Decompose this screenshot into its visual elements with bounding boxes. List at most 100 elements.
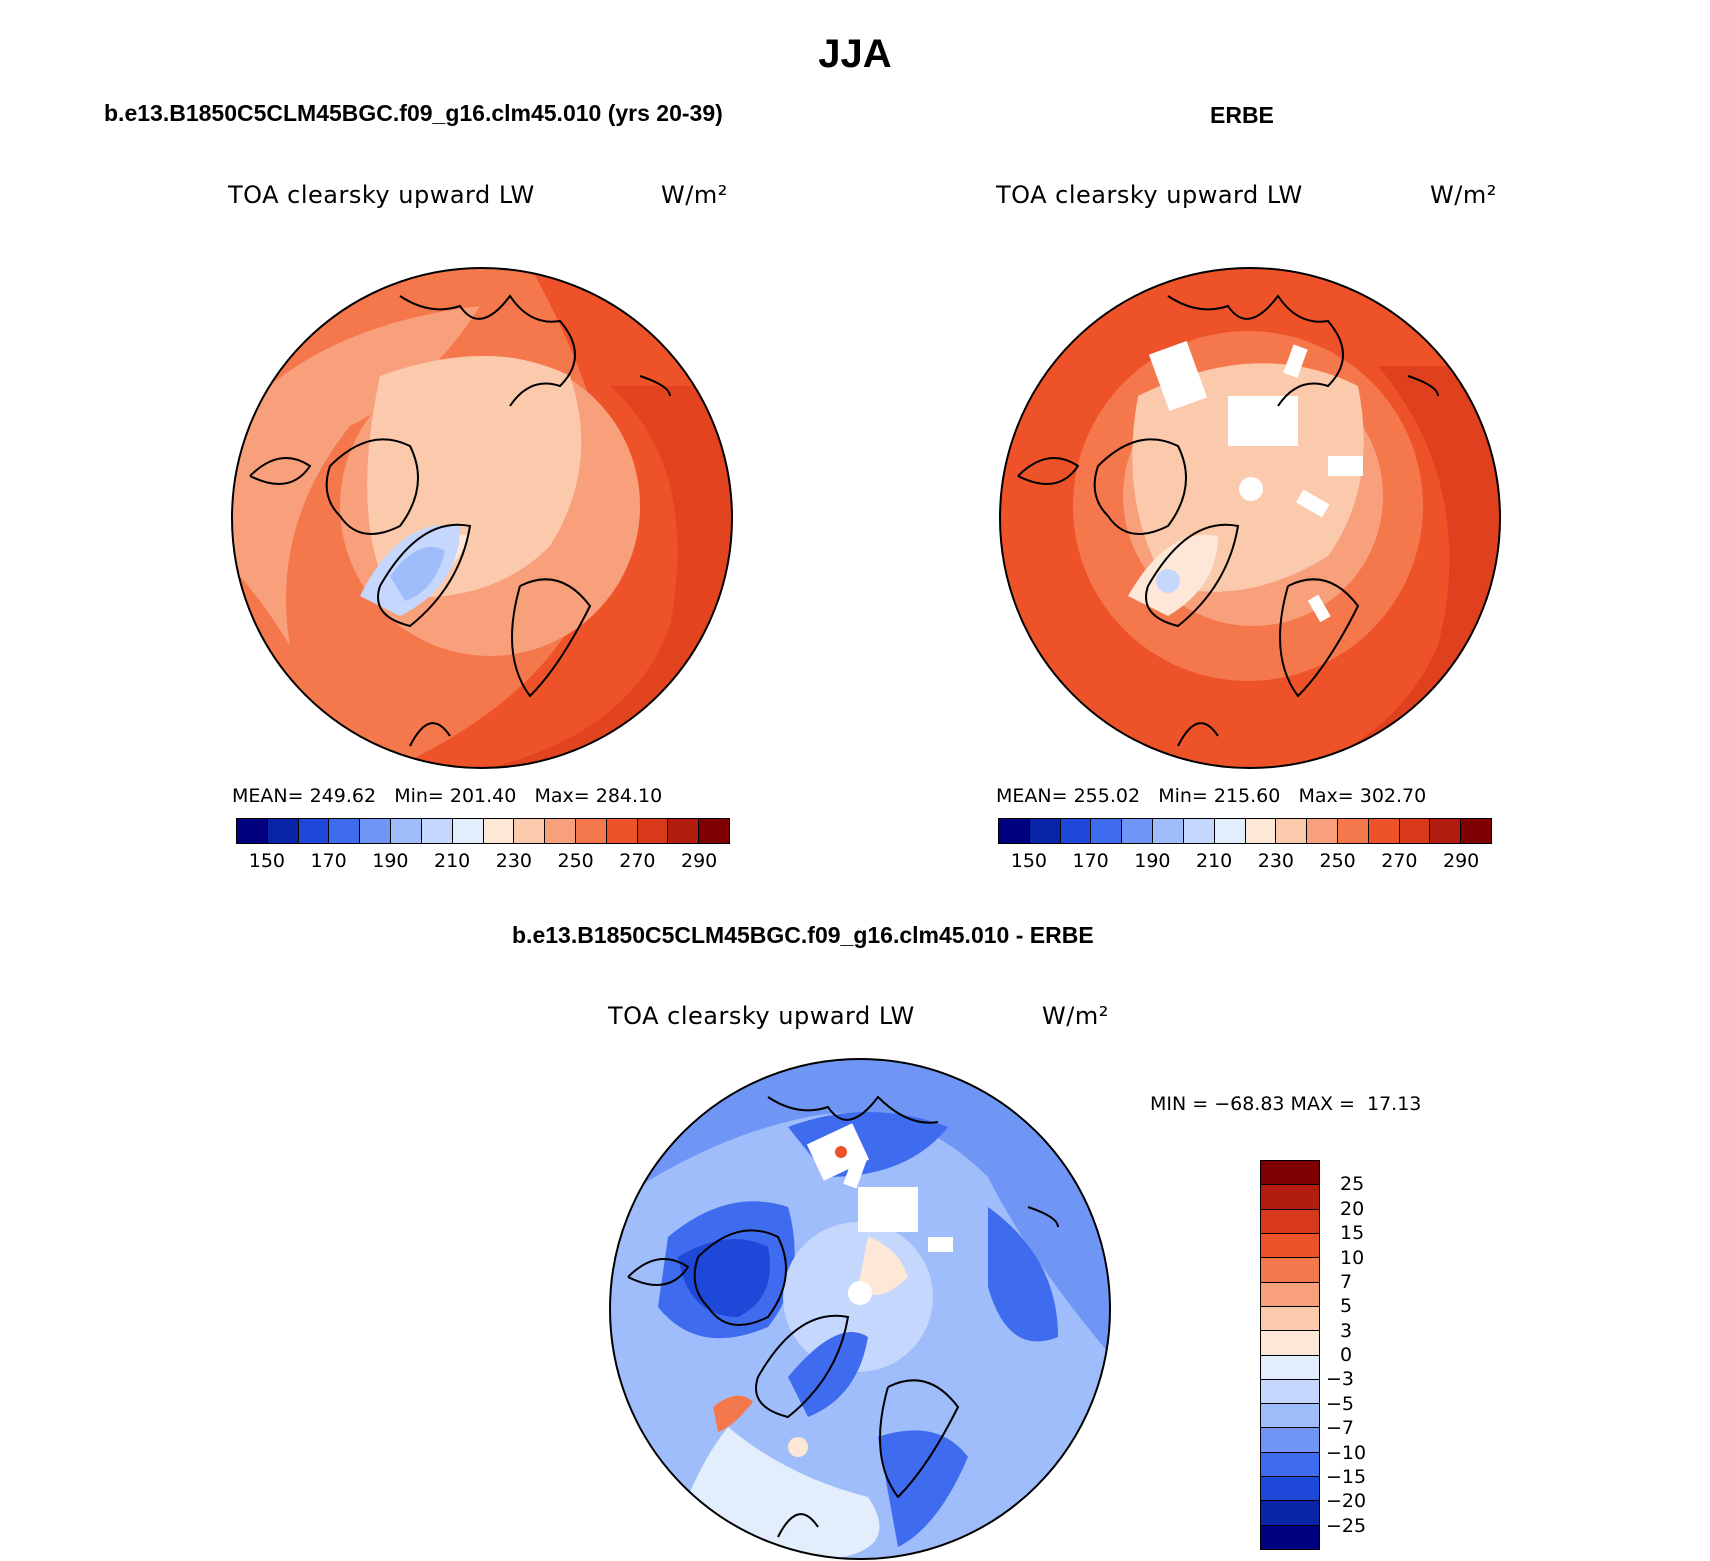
model-polar-map: [231, 267, 733, 769]
obs-min-label: Min=: [1158, 785, 1208, 807]
diff-colorbar-tick-label: 10: [1340, 1246, 1365, 1269]
obs-colorbar-swatch: [1183, 819, 1215, 843]
model-colorbar-swatch: [668, 819, 700, 843]
obs-colorbar-tick-label: 190: [1134, 850, 1171, 872]
diff-colorbar-tick-label: −25: [1326, 1514, 1367, 1537]
model-colorbar-tick-label: 250: [557, 850, 594, 872]
model-min-label: Min=: [394, 785, 444, 807]
model-colorbar-swatch: [699, 819, 729, 843]
diff-colorbar-swatch: [1261, 1282, 1319, 1307]
model-colorbar-tick-label: 290: [680, 850, 718, 872]
diff-colorbar-swatch: [1261, 1161, 1319, 1186]
obs-units-label: W/m²: [1430, 181, 1497, 209]
obs-colorbar-tick-label: 150: [1010, 850, 1048, 872]
obs-colorbar-swatch: [1307, 819, 1338, 843]
obs-panel-title: ERBE: [1210, 102, 1274, 128]
model-colorbar-tick-label: 190: [372, 850, 409, 872]
diff-variable-label: TOA clearsky upward LW: [608, 1002, 915, 1030]
obs-colorbar-swatch: [1029, 819, 1061, 843]
diff-colorbar: [1260, 1160, 1320, 1550]
obs-polar-map: [999, 267, 1501, 769]
obs-colorbar-swatch: [1461, 819, 1491, 843]
model-max-value: 284.10: [595, 785, 663, 807]
diff-colorbar-tick-label: −3: [1326, 1368, 1355, 1391]
model-colorbar-tick-label: 230: [495, 850, 533, 872]
obs-stats: MEAN= 255.02 Min= 215.60 Max= 302.70: [996, 785, 1426, 807]
diff-colorbar-tick-label: 5: [1340, 1295, 1353, 1318]
diff-colorbar-tick-label: −5: [1326, 1392, 1355, 1415]
model-max-label: Max=: [534, 785, 590, 807]
diff-panel-title: b.e13.B1850C5CLM45BGC.f09_g16.clm45.010 …: [512, 922, 1094, 948]
obs-mean-label: MEAN=: [996, 785, 1068, 807]
obs-colorbar-swatch: [1276, 819, 1308, 843]
model-colorbar-swatch: [237, 819, 268, 843]
diff-colorbar-swatch: [1261, 1355, 1319, 1380]
model-mean-label: MEAN=: [232, 785, 304, 807]
diff-colorbar-swatch: [1261, 1428, 1319, 1453]
diff-colorbar-swatch: [1261, 1501, 1319, 1526]
obs-max-value: 302.70: [1359, 785, 1427, 807]
diff-colorbar-swatch: [1261, 1306, 1319, 1332]
model-colorbar-swatch: [391, 819, 422, 843]
obs-colorbar-swatch: [1245, 819, 1277, 843]
diff-colorbar-swatch: [1261, 1258, 1319, 1283]
model-colorbar-swatch: [298, 819, 330, 843]
obs-colorbar-swatch: [1153, 819, 1184, 843]
obs-colorbar-tick-label: 210: [1195, 850, 1233, 872]
diff-colorbar-tick-label: −7: [1326, 1417, 1355, 1440]
model-colorbar-tick-label: 210: [433, 850, 471, 872]
model-colorbar: [236, 818, 730, 844]
obs-colorbar-swatch: [1122, 819, 1154, 843]
diff-colorbar-tick-label: −20: [1326, 1490, 1367, 1513]
diff-colorbar-swatch: [1261, 1452, 1319, 1478]
diff-colorbar-swatch: [1261, 1185, 1319, 1210]
model-colorbar-tick-label: 170: [310, 850, 347, 872]
model-colorbar-tick-label: 270: [619, 850, 656, 872]
model-colorbar-swatch: [360, 819, 392, 843]
model-colorbar-swatch: [606, 819, 638, 843]
obs-colorbar-swatch: [1399, 819, 1431, 843]
diff-minmax-text: MIN = −68.83 MAX = 17.13: [1150, 1093, 1422, 1115]
model-colorbar-swatch: [452, 819, 484, 843]
obs-colorbar-tick-label: 170: [1072, 850, 1109, 872]
diff-colorbar-swatch: [1261, 1404, 1319, 1429]
model-colorbar-tick-label: 150: [248, 850, 286, 872]
diff-colorbar-swatch: [1261, 1379, 1319, 1405]
diff-colorbar-tick-label: 25: [1340, 1173, 1365, 1196]
obs-colorbar-tick-label: 250: [1319, 850, 1356, 872]
model-min-value: 201.40: [449, 785, 517, 807]
obs-colorbar-tick-label: 270: [1381, 850, 1418, 872]
diff-colorbar-tick-label: −10: [1326, 1441, 1367, 1464]
diff-colorbar-tick-label: 15: [1340, 1222, 1365, 1245]
model-colorbar-swatch: [575, 819, 607, 843]
diff-colorbar-swatch: [1261, 1525, 1319, 1549]
obs-colorbar-swatch: [999, 819, 1030, 843]
diff-colorbar-tick-label: 7: [1340, 1270, 1353, 1293]
model-panel-title: b.e13.B1850C5CLM45BGC.f09_g16.clm45.010 …: [104, 100, 723, 126]
obs-colorbar-tick-label: 230: [1257, 850, 1295, 872]
diff-colorbar-tick-label: 20: [1340, 1197, 1365, 1220]
diff-colorbar-swatch: [1261, 1331, 1319, 1356]
model-colorbar-swatch: [637, 819, 669, 843]
model-colorbar-swatch: [267, 819, 299, 843]
figure-title: JJA: [818, 32, 892, 76]
obs-mean-value: 255.02: [1073, 785, 1141, 807]
diff-colorbar-tick-label: −15: [1326, 1465, 1367, 1488]
model-colorbar-swatch: [483, 819, 515, 843]
obs-colorbar-swatch: [1337, 819, 1369, 843]
diff-colorbar-tick-label: 3: [1340, 1319, 1353, 1342]
obs-colorbar-swatch: [1091, 819, 1123, 843]
model-units-label: W/m²: [661, 181, 728, 209]
model-colorbar-swatch: [514, 819, 546, 843]
diff-units-label: W/m²: [1042, 1002, 1109, 1030]
obs-colorbar: [998, 818, 1492, 844]
model-colorbar-swatch: [421, 819, 453, 843]
diff-colorbar-swatch: [1261, 1209, 1319, 1234]
obs-colorbar-swatch: [1368, 819, 1400, 843]
diff-polar-map: [609, 1058, 1111, 1560]
model-variable-label: TOA clearsky upward LW: [228, 181, 535, 209]
diff-colorbar-tick-label: 0: [1340, 1344, 1353, 1366]
diff-colorbar-swatch: [1261, 1233, 1319, 1259]
model-mean-value: 249.62: [309, 785, 377, 807]
obs-colorbar-tick-label: 290: [1442, 850, 1480, 872]
